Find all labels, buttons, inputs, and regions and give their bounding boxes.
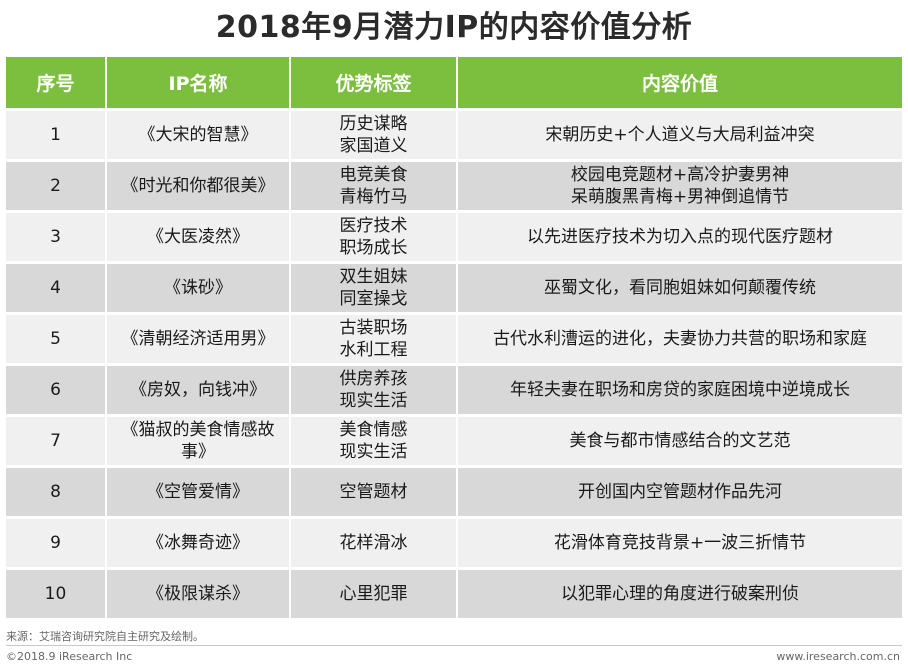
cell-content-value: 校园电竞题材+高冷护妻男神 呆萌腹黑青梅+男神倒追情节: [458, 159, 902, 210]
table-row: 4 《诛砂》 双生姐妹 同室操戈 巫蜀文化，看同胞姐妹如何颠覆传统: [6, 261, 902, 312]
cell-index: 8: [6, 465, 107, 516]
cell-ip-name: 《极限谋杀》: [107, 567, 291, 618]
header-content-value: 内容价值: [458, 57, 902, 108]
table-row: 6 《房奴，向钱冲》 供房养孩 现实生活 年轻夫妻在职场和房贷的家庭困境中逆境成…: [6, 363, 902, 414]
table-row: 8 《空管爱情》 空管题材 开创国内空管题材作品先河: [6, 465, 902, 516]
copyright-text: ©2018.9 iResearch Inc: [6, 650, 133, 663]
footer-divider: [6, 645, 902, 646]
cell-content-value: 美食与都市情感结合的文艺范: [458, 414, 902, 465]
cell-tags: 古装职场 水利工程: [291, 312, 458, 363]
cell-content-value: 宋朝历史+个人道义与大局利益冲突: [458, 108, 902, 159]
table-row: 10 《极限谋杀》 心里犯罪 以犯罪心理的角度进行破案刑侦: [6, 567, 902, 618]
cell-tags: 医疗技术 职场成长: [291, 210, 458, 261]
cell-content-value: 以犯罪心理的角度进行破案刑侦: [458, 567, 902, 618]
header-ip-name: IP名称: [107, 57, 291, 108]
cell-ip-name: 《冰舞奇迹》: [107, 516, 291, 567]
cell-content-value: 古代水利漕运的进化，夫妻协力共营的职场和家庭: [458, 312, 902, 363]
cell-index: 7: [6, 414, 107, 465]
page-title: 2018年9月潜力IP的内容价值分析: [215, 10, 693, 45]
cell-ip-name: 《诛砂》: [107, 261, 291, 312]
cell-ip-name: 《房奴，向钱冲》: [107, 363, 291, 414]
cell-tags: 花样滑冰: [291, 516, 458, 567]
cell-index: 4: [6, 261, 107, 312]
cell-tags: 空管题材: [291, 465, 458, 516]
cell-content-value: 巫蜀文化，看同胞姐妹如何颠覆传统: [458, 261, 902, 312]
website-text: www.iresearch.com.cn: [776, 650, 900, 663]
cell-index: 6: [6, 363, 107, 414]
table-row: 3 《大医凌然》 医疗技术 职场成长 以先进医疗技术为切入点的现代医疗题材: [6, 210, 902, 261]
cell-content-value: 年轻夫妻在职场和房贷的家庭困境中逆境成长: [458, 363, 902, 414]
cell-ip-name: 《大宋的智慧》: [107, 108, 291, 159]
table-row: 1 《大宋的智慧》 历史谋略 家国道义 宋朝历史+个人道义与大局利益冲突: [6, 108, 902, 159]
table-header-row: 序号 IP名称 优势标签 内容价值: [6, 57, 902, 108]
cell-ip-name: 《大医凌然》: [107, 210, 291, 261]
header-index: 序号: [6, 57, 107, 108]
cell-tags: 心里犯罪: [291, 567, 458, 618]
cell-content-value: 花滑体育竞技背景+一波三折情节: [458, 516, 902, 567]
cell-index: 1: [6, 108, 107, 159]
cell-index: 9: [6, 516, 107, 567]
cell-ip-name: 《时光和你都很美》: [107, 159, 291, 210]
cell-tags: 电竞美食 青梅竹马: [291, 159, 458, 210]
table-row: 9 《冰舞奇迹》 花样滑冰 花滑体育竞技背景+一波三折情节: [6, 516, 902, 567]
cell-ip-name: 《猫叔的美食情感故 事》: [107, 414, 291, 465]
header-tags: 优势标签: [291, 57, 458, 108]
cell-index: 2: [6, 159, 107, 210]
cell-tags: 双生姐妹 同室操戈: [291, 261, 458, 312]
table-row: 5 《清朝经济适用男》 古装职场 水利工程 古代水利漕运的进化，夫妻协力共营的职…: [6, 312, 902, 363]
cell-tags: 供房养孩 现实生活: [291, 363, 458, 414]
cell-index: 10: [6, 567, 107, 618]
source-note: 来源：艾瑞咨询研究院自主研究及绘制。: [6, 630, 204, 643]
ip-value-table: 序号 IP名称 优势标签 内容价值 1 《大宋的智慧》 历史谋略 家国道义 宋朝…: [6, 57, 902, 618]
cell-index: 5: [6, 312, 107, 363]
cell-content-value: 开创国内空管题材作品先河: [458, 465, 902, 516]
cell-ip-name: 《清朝经济适用男》: [107, 312, 291, 363]
table-row: 2 《时光和你都很美》 电竞美食 青梅竹马 校园电竞题材+高冷护妻男神 呆萌腹黑…: [6, 159, 902, 210]
table-row: 7 《猫叔的美食情感故 事》 美食情感 现实生活 美食与都市情感结合的文艺范: [6, 414, 902, 465]
cell-tags: 历史谋略 家国道义: [291, 108, 458, 159]
cell-ip-name: 《空管爱情》: [107, 465, 291, 516]
cell-content-value: 以先进医疗技术为切入点的现代医疗题材: [458, 210, 902, 261]
cell-index: 3: [6, 210, 107, 261]
cell-tags: 美食情感 现实生活: [291, 414, 458, 465]
